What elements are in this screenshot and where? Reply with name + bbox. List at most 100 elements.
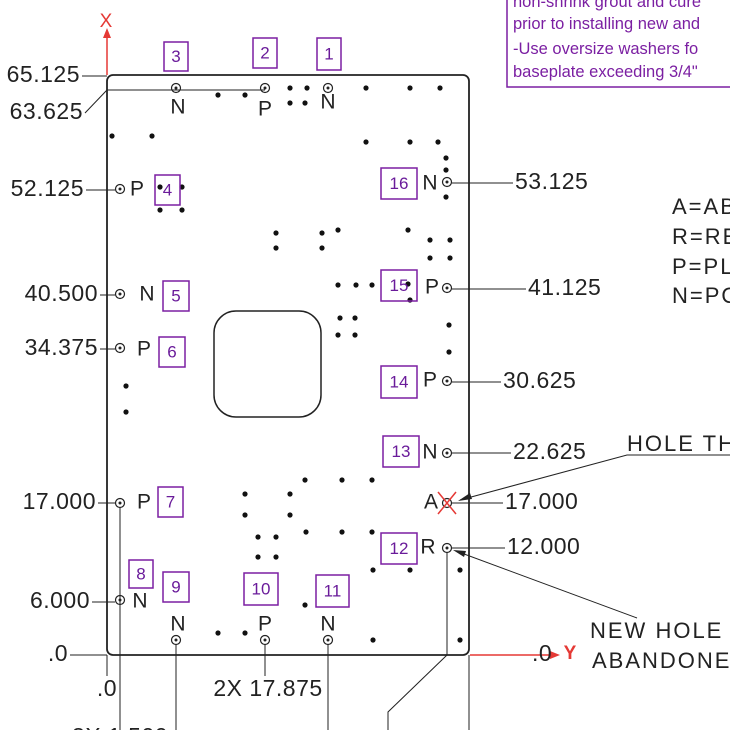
note-line: -Use oversize washers fo [513,40,698,58]
dimension: .0 [532,640,552,666]
hole-type: N [170,96,185,119]
leader-line [84,89,108,114]
hole-type: P [130,178,144,201]
bolt-hole [443,167,449,173]
hole-center [118,346,122,350]
hole-center [326,86,330,90]
hole-type: N [170,613,185,636]
hole-number-box [316,37,342,71]
hole-center [445,286,449,290]
hole-ring [441,375,453,387]
bolt-hole [369,477,375,483]
bolt-hole [352,315,358,321]
y-axis-label: Y [564,643,577,664]
hole-center [445,451,449,455]
hole-center [445,180,449,184]
bolt-hole [443,155,449,161]
bolt-hole [302,477,308,483]
abandoned-x [437,491,457,515]
hole-center [118,292,122,296]
dimension: 63.625 [10,98,83,124]
legend-entry: N=PO [672,283,730,308]
hole-type: N [320,91,335,114]
hole-number: 16 [390,174,409,193]
bolt-hole [335,282,341,288]
bolt-hole [303,529,309,535]
bolt-hole [242,92,248,98]
hole-ring [441,542,453,554]
bolt-hole [363,139,369,145]
hole-center [263,638,267,642]
note-line: prior to installing new and [513,15,700,33]
hole-type: A [424,491,438,514]
bolt-hole [273,230,279,236]
bolt-hole [407,567,413,573]
bolt-hole [437,85,443,91]
hole-number-box [382,435,420,468]
hole-ring [441,282,453,294]
dimension: 17.000 [505,488,578,514]
hole-number: 13 [392,442,411,461]
hole-number-box [162,571,190,603]
bolt-hole [339,529,345,535]
hole-number: 1 [324,44,333,63]
hole-ring [114,497,126,509]
hole-type: P [258,98,272,121]
hole-type: P [425,276,439,299]
hole-number-box [315,574,350,608]
hole-ring [441,176,453,188]
bolt-hole [352,332,358,338]
hole-ring [322,634,334,646]
dimension: .0 [97,675,117,701]
bolt-hole [370,637,376,643]
dimension: 53.125 [515,168,588,194]
bolt-hole [319,245,325,251]
bolt-hole [302,100,308,106]
note-line: non-shrink grout and cure [513,0,701,11]
hole-type: R [420,536,435,559]
bolt-hole [123,409,129,415]
hole-number: 5 [171,286,180,305]
hole-number-box [243,572,279,606]
bolt-hole [287,491,293,497]
bolt-hole [405,281,411,287]
bolt-hole [335,227,341,233]
bolt-hole [427,237,433,243]
bolt-hole [242,491,248,497]
bolt-hole [369,529,375,535]
leader-line [455,550,638,619]
bolt-hole [447,255,453,261]
bolt-hole [157,184,163,190]
hole-number: 12 [390,539,409,558]
bolt-hole [302,602,308,608]
hole-number-box [157,486,184,518]
hole-number-box [162,280,190,312]
hole-number-box [128,559,154,589]
hole-center [326,638,330,642]
hole-number-box [380,167,418,200]
hole-ring [441,497,453,509]
dimension: 2X 17.875 [213,675,322,701]
note-line: baseplate exceeding 3/4" [513,63,698,81]
hole-ring [170,82,182,94]
bolt-hole [335,332,341,338]
dimension: 12.000 [507,533,580,559]
callout: ABANDONE [592,648,730,673]
leader-line [387,553,448,730]
bolt-hole [287,512,293,518]
hole-center [174,638,178,642]
x-axis-label: X [100,11,113,32]
callout: NEW HOLE [590,618,723,643]
bolt-hole [319,230,325,236]
bolt-hole [447,237,453,243]
hole-center [263,86,267,90]
hole-center [445,379,449,383]
dimension: 52.125 [11,175,84,201]
bolt-hole [427,255,433,261]
bolt-hole [109,133,115,139]
legend-entry: A=AB [672,194,730,219]
bolt-hole [273,534,279,540]
bolt-hole [339,477,345,483]
hole-number-box [163,41,189,72]
